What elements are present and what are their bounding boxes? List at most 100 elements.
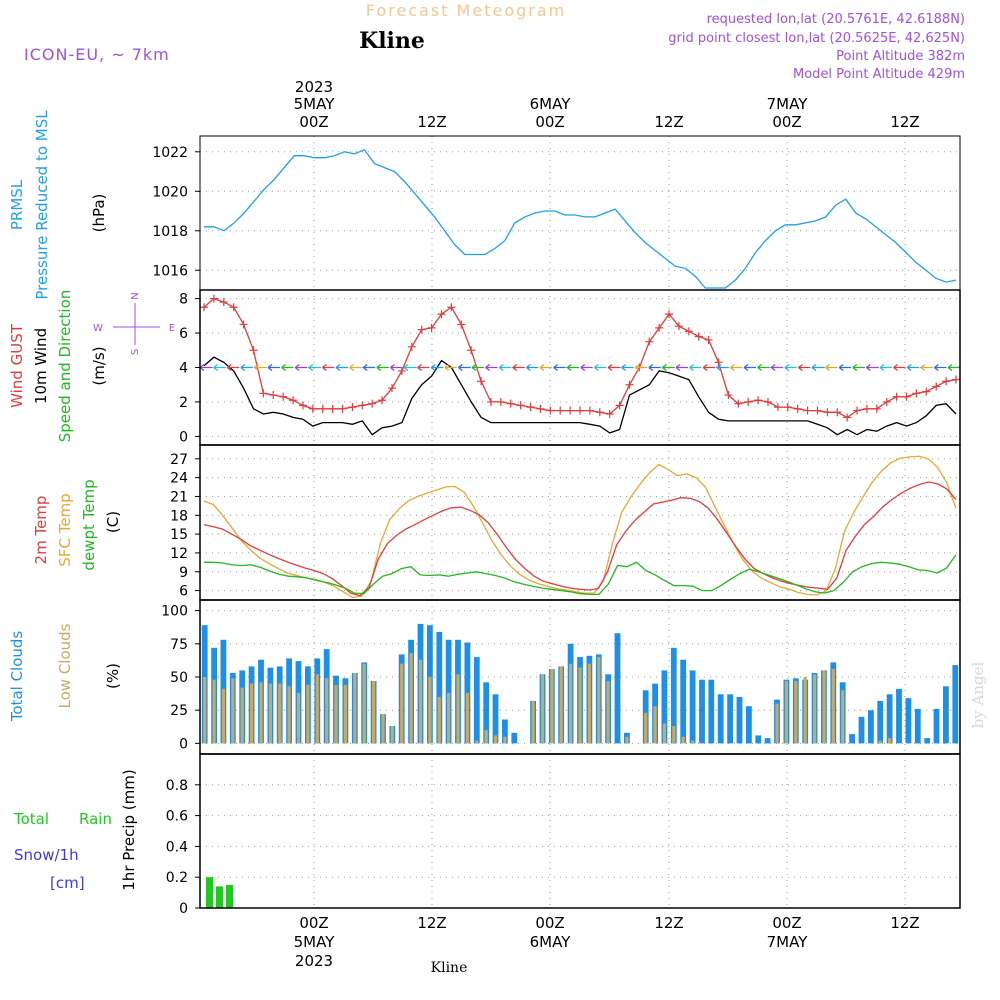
total-clouds-bar-79 bbox=[943, 686, 949, 744]
gust-marker-2 bbox=[219, 298, 228, 307]
wind-direction-arrow-30 bbox=[607, 363, 620, 372]
gust-marker-43 bbox=[625, 380, 634, 389]
p1-frame bbox=[199, 135, 961, 291]
low-clouds-bar-41 bbox=[587, 663, 591, 744]
low-clouds-bar-62 bbox=[784, 681, 788, 744]
low-clouds-bar-5 bbox=[250, 683, 254, 744]
low-clouds-bar-49 bbox=[662, 723, 666, 744]
total-clouds-bar-72 bbox=[877, 700, 884, 744]
wind-direction-arrow-26 bbox=[553, 363, 566, 372]
wind-direction-arrow-0 bbox=[199, 363, 212, 372]
total-clouds-bar-71 bbox=[868, 710, 874, 744]
gust-marker-28 bbox=[477, 377, 486, 386]
gust-marker-5 bbox=[249, 346, 258, 355]
low-clouds-bar-20 bbox=[390, 726, 394, 744]
low-clouds-bar-6 bbox=[259, 682, 263, 744]
wind-direction-arrow-10 bbox=[335, 363, 348, 372]
wind-direction-arrow-11 bbox=[349, 363, 362, 372]
low-clouds-bar-2 bbox=[221, 688, 226, 744]
wind-direction-arrow-1 bbox=[213, 363, 226, 372]
p4-ytick-label-2: 50 bbox=[170, 670, 188, 686]
p5-ytick-label-2: 0.4 bbox=[166, 839, 188, 855]
p2-ytick-label-0: 0 bbox=[179, 429, 188, 445]
total-clouds-bar-78 bbox=[933, 708, 940, 744]
gust-marker-30 bbox=[496, 397, 505, 406]
low-clouds-bar-64 bbox=[803, 677, 807, 744]
gust-marker-29 bbox=[486, 397, 495, 406]
wind-direction-arrow-21 bbox=[485, 363, 498, 372]
wind-direction-arrow-22 bbox=[498, 363, 512, 372]
gust-marker-19 bbox=[388, 384, 396, 393]
gust-marker-60 bbox=[793, 404, 802, 413]
p4-ytick-label-3: 75 bbox=[170, 637, 188, 653]
low-clouds-bar-21 bbox=[400, 663, 404, 744]
gust-marker-40 bbox=[595, 408, 604, 417]
wind-direction-arrow-28 bbox=[580, 363, 593, 372]
low-clouds-bar-29 bbox=[475, 740, 479, 744]
p5-ytick-label-3: 0.6 bbox=[166, 809, 188, 825]
low-clouds-bar-43 bbox=[606, 681, 610, 744]
gust-marker-22 bbox=[417, 325, 426, 334]
wind-direction-arrow-48 bbox=[852, 363, 865, 372]
total-clouds-bar-60 bbox=[764, 738, 771, 744]
wind-direction-arrow-19 bbox=[458, 363, 471, 372]
total-clouds-bar-55 bbox=[717, 694, 724, 744]
gust-marker-48 bbox=[674, 322, 683, 331]
gust-marker-3 bbox=[229, 303, 238, 312]
p4-ytick-label-0: 0 bbox=[179, 736, 188, 752]
gust-marker-17 bbox=[368, 399, 377, 408]
gust-marker-13 bbox=[328, 404, 337, 413]
gust-marker-47 bbox=[665, 310, 674, 319]
total-clouds-bar-31 bbox=[492, 694, 499, 744]
marks-layer bbox=[199, 149, 960, 909]
wind-direction-arrow-2 bbox=[226, 363, 240, 372]
low-clouds-bar-11 bbox=[306, 685, 310, 744]
p4-label-low: Low Clouds bbox=[56, 623, 74, 708]
compass-e: E bbox=[169, 323, 175, 334]
low-clouds-bar-16 bbox=[353, 673, 357, 744]
p2-label-wind: 10m Wind bbox=[32, 328, 50, 404]
bottom-day-label-3: 7MAY bbox=[767, 933, 809, 951]
total-clouds-bar-49 bbox=[661, 670, 668, 744]
gust-marker-4 bbox=[239, 320, 248, 329]
total-clouds-bar-58 bbox=[746, 706, 752, 744]
total-clouds-bar-70 bbox=[858, 716, 865, 744]
gust-marker-26 bbox=[457, 320, 466, 329]
low-clouds-bar-50 bbox=[672, 726, 676, 744]
gust-marker-9 bbox=[289, 396, 298, 405]
gust-marker-53 bbox=[724, 391, 733, 400]
wind-direction-arrow-44 bbox=[798, 363, 811, 372]
p2-label-speed-dir: Speed and Direction bbox=[56, 290, 74, 443]
wind-direction-arrow-39 bbox=[730, 363, 743, 372]
wind-direction-arrow-40 bbox=[743, 363, 756, 372]
p4-label-total: Total Clouds bbox=[8, 631, 26, 723]
gust-marker-65 bbox=[843, 413, 852, 422]
low-clouds-bar-15 bbox=[343, 685, 347, 744]
wind-direction-arrow-12 bbox=[362, 363, 376, 372]
gust-marker-76 bbox=[952, 375, 960, 384]
wind-direction-arrow-38 bbox=[716, 363, 729, 372]
wind-direction-arrow-32 bbox=[634, 363, 648, 372]
low-clouds-bar-38 bbox=[559, 666, 563, 744]
low-clouds-bar-13 bbox=[325, 678, 329, 744]
top-tick-12z-2: 12Z bbox=[654, 113, 683, 131]
p5-label-cm: [cm] bbox=[50, 874, 85, 892]
compass-rose: N S W E bbox=[93, 292, 175, 355]
low-clouds-bar-68 bbox=[841, 690, 845, 744]
gust-marker-73 bbox=[922, 387, 931, 396]
wind-speed-line bbox=[203, 356, 957, 436]
gust-marker-51 bbox=[704, 335, 713, 344]
top-tick-00z-3: 00Z bbox=[772, 113, 801, 131]
p5-label-rain: Rain bbox=[79, 810, 112, 828]
gust-marker-20 bbox=[397, 366, 406, 375]
p1-ytick-label-2: 1020 bbox=[152, 184, 188, 200]
gust-marker-63 bbox=[823, 408, 832, 417]
wind-direction-arrow-27 bbox=[566, 363, 580, 372]
gust-marker-10 bbox=[298, 401, 307, 410]
p3-ytick-label-0: 6 bbox=[179, 584, 188, 600]
wind-direction-arrow-54 bbox=[934, 363, 947, 372]
low-clouds-bar-24 bbox=[428, 677, 432, 744]
rain-bar-2 bbox=[226, 884, 233, 908]
low-clouds-bar-63 bbox=[794, 681, 798, 744]
